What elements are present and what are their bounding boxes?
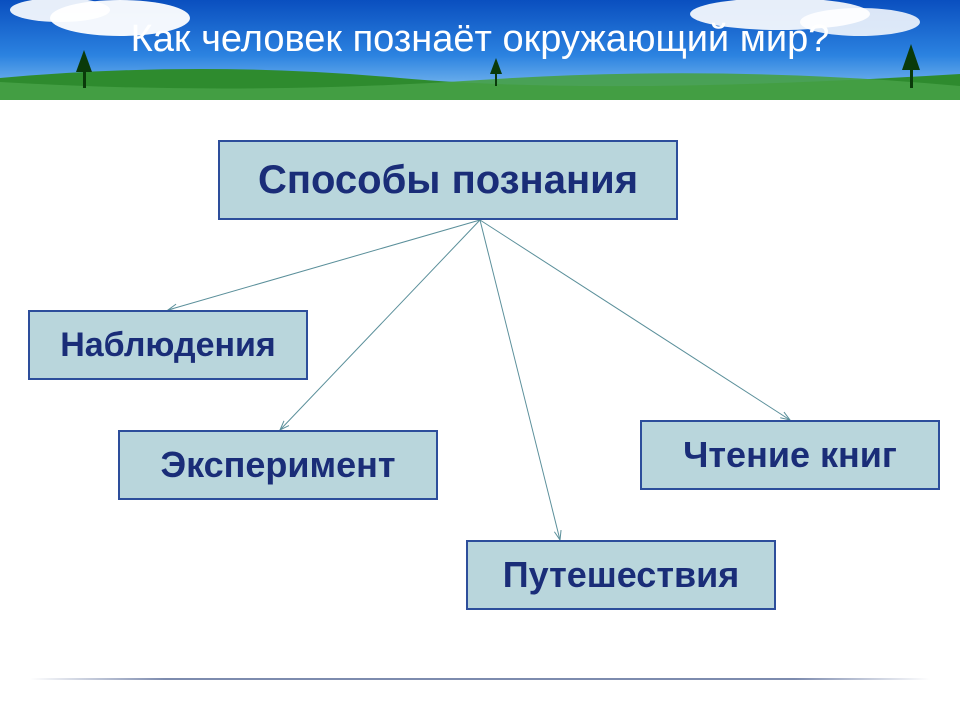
- node-root: Способы познания: [218, 140, 678, 220]
- node-reading-label: Чтение книг: [683, 434, 897, 476]
- node-experiment: Эксперимент: [118, 430, 438, 500]
- node-travel-label: Путешествия: [503, 554, 739, 596]
- footer-divider: [30, 678, 930, 680]
- slide: Как человек познаёт окружающий мир? Спос…: [0, 0, 960, 720]
- node-observations-label: Наблюдения: [60, 326, 276, 365]
- node-reading: Чтение книг: [640, 420, 940, 490]
- node-root-label: Способы познания: [258, 158, 638, 203]
- node-experiment-label: Эксперимент: [160, 444, 395, 486]
- node-observations: Наблюдения: [28, 310, 308, 380]
- node-travel: Путешествия: [466, 540, 776, 610]
